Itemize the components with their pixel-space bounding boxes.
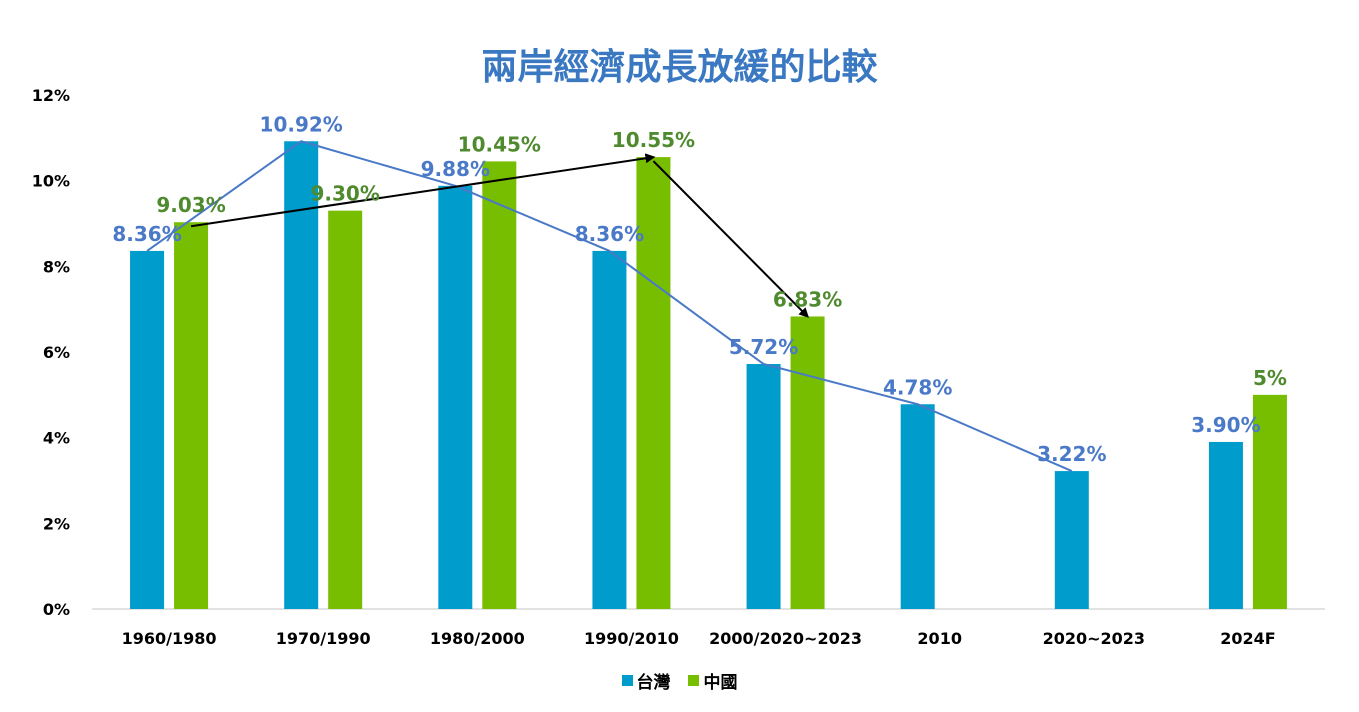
bar-china	[636, 157, 671, 609]
x-tick-label: 1990/2010	[584, 629, 679, 648]
legend-swatch-taiwan	[621, 675, 633, 686]
legend-label-taiwan: 台灣	[636, 673, 671, 693]
y-tick-label: 0%	[43, 600, 70, 619]
trend-lines	[146, 140, 1073, 472]
y-tick-label: 2%	[43, 514, 70, 533]
data-label-taiwan: 3.22%	[1037, 442, 1106, 466]
bar-taiwan	[284, 141, 319, 609]
y-tick-label: 4%	[43, 429, 70, 448]
data-label-china: 9.03%	[156, 193, 225, 217]
bar-china	[790, 316, 825, 609]
x-tick-label: 2010	[917, 629, 962, 648]
data-label-taiwan: 9.88%	[421, 157, 490, 181]
bar-taiwan	[130, 250, 165, 609]
data-label-china: 9.30%	[310, 182, 379, 206]
bar-taiwan	[438, 185, 473, 609]
data-labels: 8.36% 10.92% 9.88% 8.36% 5.72% 4.78% 3.22% 3.90…	[112, 112, 1287, 466]
legend-label-china: 中國	[703, 673, 738, 693]
axes: 0% 2% 4% 6% 8% 10% 12% 1960/1980 1970/1990 1980/2…	[32, 86, 1325, 648]
bar-china	[1252, 394, 1287, 609]
trend-arrow-china	[652, 160, 809, 318]
bar-taiwan	[1208, 441, 1243, 609]
y-tick-label: 6%	[43, 343, 70, 362]
bar-china	[482, 161, 517, 609]
x-tick-label: 2020~2023	[1043, 629, 1145, 648]
data-label-china: 5%	[1253, 366, 1287, 390]
x-tick-label: 1980/2000	[430, 629, 525, 648]
bars	[130, 141, 1287, 609]
data-label-taiwan: 8.36%	[575, 222, 644, 246]
trend-arrow-china	[190, 153, 656, 228]
x-tick-label: 1960/1980	[122, 629, 217, 648]
data-label-taiwan: 8.36%	[112, 222, 181, 246]
bar-taiwan	[1054, 471, 1089, 609]
y-tick-label: 12%	[32, 86, 70, 105]
data-label-china: 10.45%	[458, 132, 541, 156]
bar-taiwan	[746, 363, 781, 609]
bar-taiwan	[900, 404, 935, 609]
legend-item-china: 中國	[688, 668, 737, 693]
legend-item-taiwan: 台灣	[621, 668, 671, 693]
legend: 台灣 中國	[0, 668, 1359, 693]
trend-line-taiwan	[146, 140, 1073, 472]
y-tick-label: 10%	[32, 172, 70, 191]
data-label-china: 10.55%	[612, 128, 695, 152]
y-tick-label: 8%	[43, 257, 70, 276]
data-label-taiwan: 5.72%	[729, 335, 798, 359]
data-label-taiwan: 10.92%	[260, 112, 343, 136]
chart-title: 兩岸經濟成長放緩的比較	[481, 47, 878, 88]
bar-taiwan	[592, 250, 627, 609]
bar-china	[174, 222, 209, 609]
x-tick-label: 2024F	[1220, 629, 1275, 648]
x-tick-label: 1970/1990	[276, 629, 371, 648]
data-label-china: 6.83%	[773, 287, 842, 311]
x-tick-label: 2000/2020~2023	[709, 629, 862, 648]
bar-china	[328, 210, 363, 609]
legend-swatch-china	[688, 675, 700, 686]
data-label-taiwan: 3.90%	[1191, 413, 1260, 437]
data-label-taiwan: 4.78%	[883, 375, 952, 399]
